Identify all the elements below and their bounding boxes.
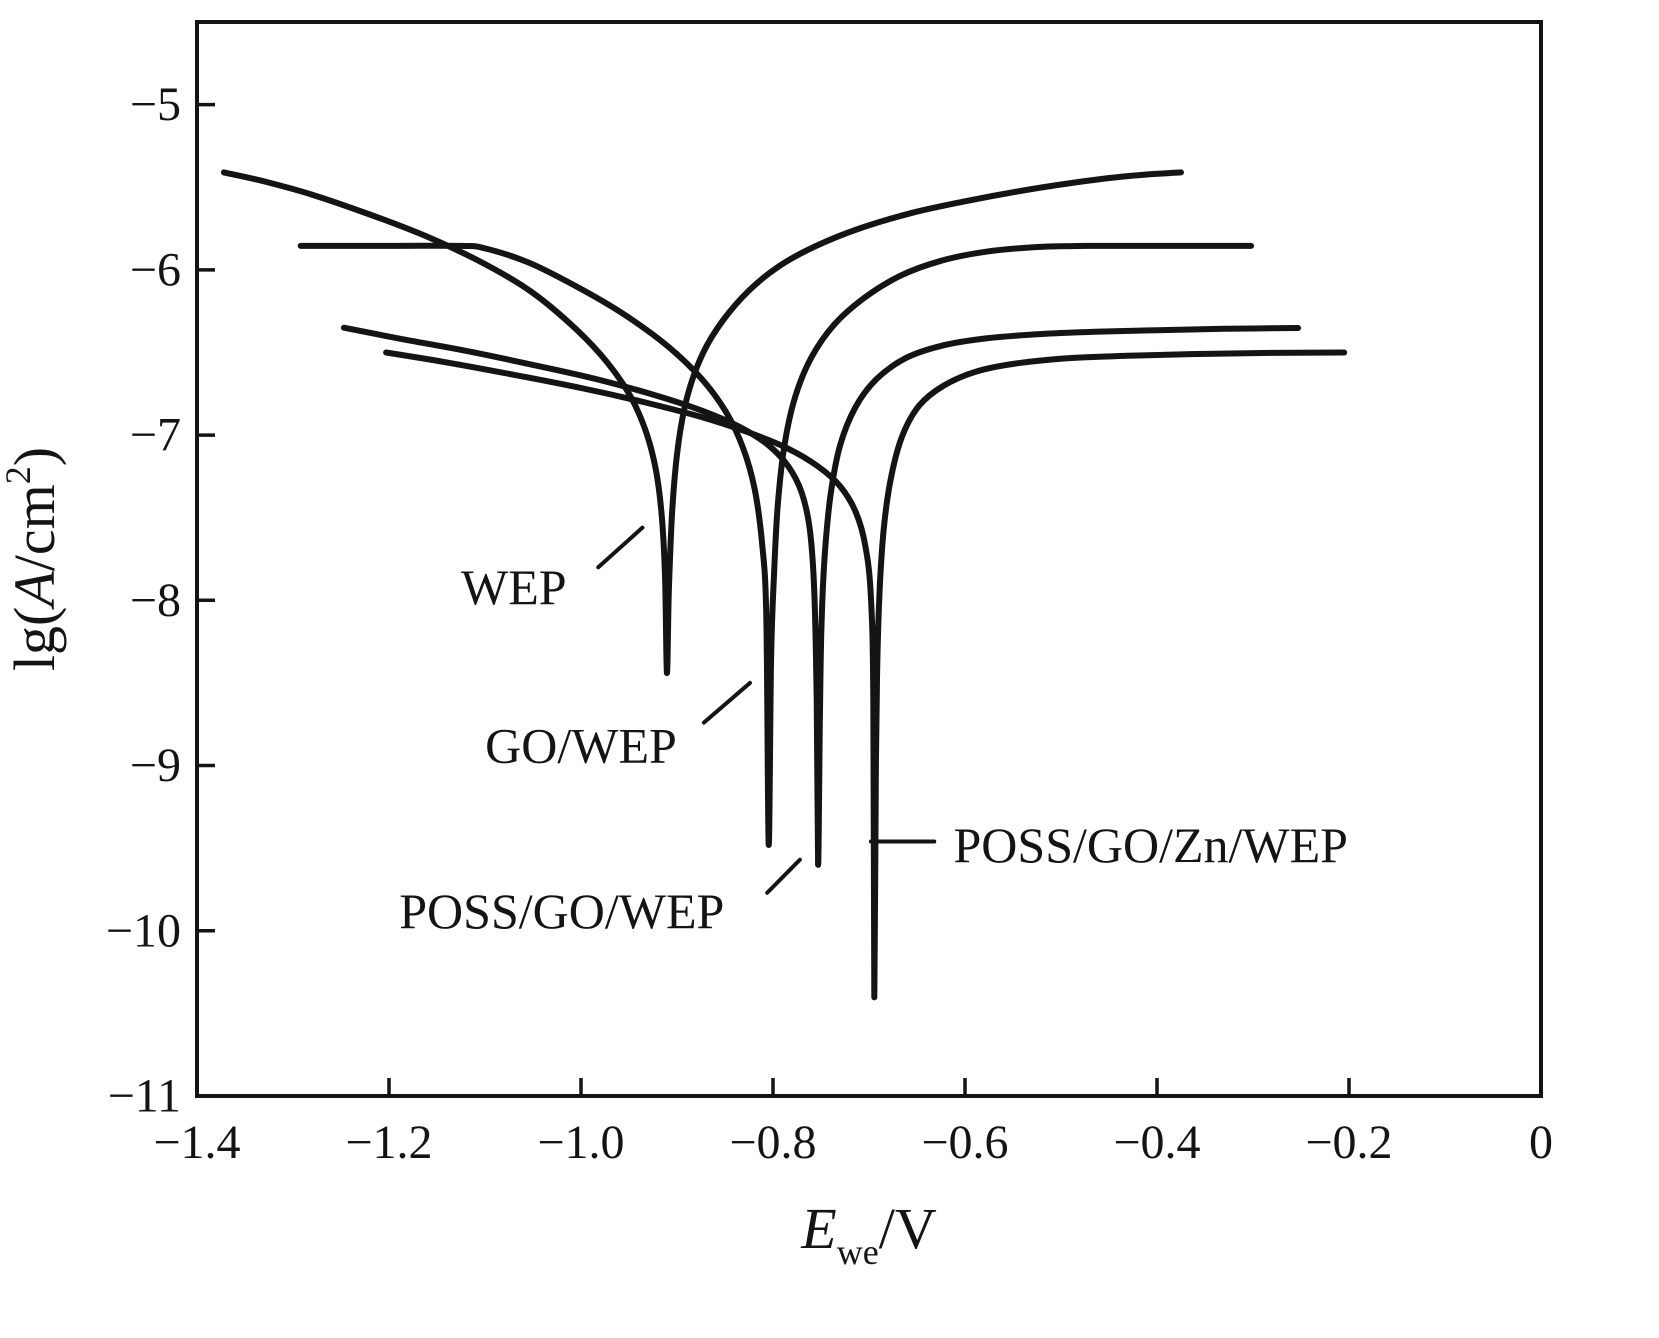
annotation-label-poss-go-wep: POSS/GO/WEP xyxy=(399,883,724,939)
curve-poss-go-zn-wep xyxy=(383,349,1348,1000)
x-tick-label: −0.6 xyxy=(921,1116,1008,1169)
y-tick-label: −6 xyxy=(130,243,181,296)
curve-wep xyxy=(220,169,1184,677)
annotation-leader-wep xyxy=(596,525,645,570)
x-axis-label: Ewe/V xyxy=(800,1196,937,1272)
annotation-label-wep: WEP xyxy=(461,559,567,615)
y-tick-label: −8 xyxy=(130,574,181,627)
x-tick-label: −0.4 xyxy=(1113,1116,1200,1169)
annotation-leader-poss-go-wep xyxy=(765,857,802,895)
curve-go-wep xyxy=(297,242,1255,848)
x-tick-label: 0 xyxy=(1529,1116,1553,1169)
y-tick-label: −9 xyxy=(130,739,181,792)
annotation-label-go-wep: GO/WEP xyxy=(485,718,677,774)
curve-poss-go-wep xyxy=(340,324,1302,868)
y-tick-label: −7 xyxy=(130,409,181,462)
annotation-label-poss-go-zn-wep: POSS/GO/Zn/WEP xyxy=(953,817,1348,873)
x-tick-label: −1.2 xyxy=(345,1116,432,1169)
plot-border xyxy=(195,20,1543,1098)
x-tick-label: −1.0 xyxy=(537,1116,624,1169)
y-tick-label: −10 xyxy=(106,904,181,957)
y-tick-label: −5 xyxy=(130,78,181,131)
y-tick-label: −11 xyxy=(108,1070,181,1123)
x-tick-label: −0.2 xyxy=(1305,1116,1392,1169)
x-tick-label: −1.4 xyxy=(153,1116,240,1169)
y-axis-label: lg(A/cm2) xyxy=(0,447,67,671)
x-tick-label: −0.8 xyxy=(729,1116,816,1169)
annotation-leader-go-wep xyxy=(701,680,752,725)
